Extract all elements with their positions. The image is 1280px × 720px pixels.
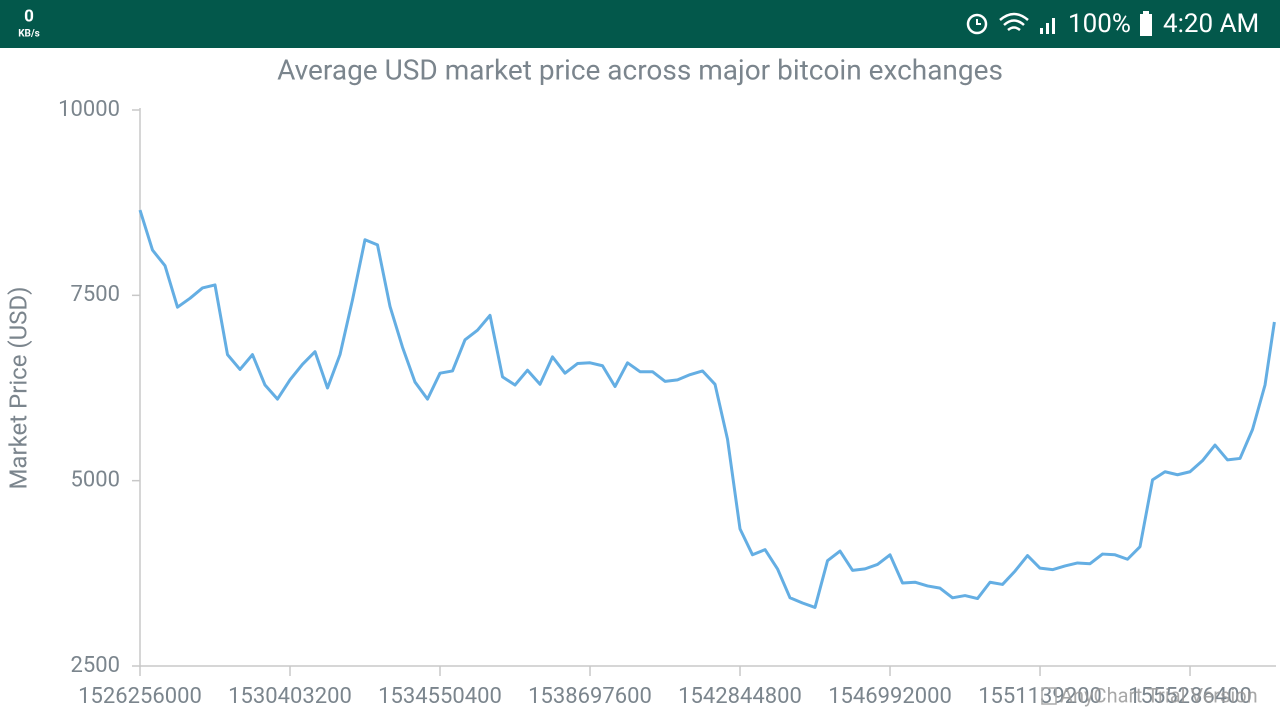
network-speed: 0: [24, 6, 34, 26]
y-tick-label: 2500: [71, 653, 120, 678]
status-icons: [966, 11, 1152, 36]
x-tick-label: 1555286400: [1128, 684, 1252, 709]
plot-area: 2500 5000 7500 10000 1526256000 1530403200 153…: [58, 97, 1276, 709]
x-tick-label: 1538697600: [528, 684, 652, 709]
watermark-icon: [1041, 687, 1057, 705]
battery-tip: [1143, 11, 1149, 15]
battery-icon: [1140, 14, 1152, 36]
alarm-icon: [966, 13, 988, 35]
y-tick-label: 5000: [71, 467, 120, 492]
x-tick-label: 1546992000: [828, 684, 952, 709]
signal-bar: [1052, 18, 1055, 34]
battery-level: 100%: [1068, 9, 1131, 39]
signal-bar: [1046, 23, 1049, 34]
alarm-hands: [976, 19, 981, 25]
wifi-icon: [999, 12, 1029, 32]
x-tick-label: 1551139200: [978, 684, 1102, 709]
y-tick-label: 7500: [71, 282, 120, 307]
chart-title: Average USD market price across major bi…: [277, 53, 1003, 86]
x-tick-label: 1530403200: [228, 684, 352, 709]
network-unit: KB/s: [18, 29, 40, 40]
x-tick-label: 1542844800: [678, 684, 802, 709]
y-axis-title: Market Price (USD): [4, 286, 32, 489]
watermark: AnyChart Trial Version: [1060, 683, 1258, 707]
clock: 4:20 AM: [1163, 9, 1259, 39]
price-line: [138, 209, 1276, 609]
y-tick-label: 10000: [58, 97, 120, 122]
x-tick-label: 1534550400: [378, 684, 502, 709]
status-bar: [0, 0, 1280, 48]
x-tick-label: 1526256000: [78, 684, 202, 709]
signal-bar: [1040, 28, 1043, 34]
